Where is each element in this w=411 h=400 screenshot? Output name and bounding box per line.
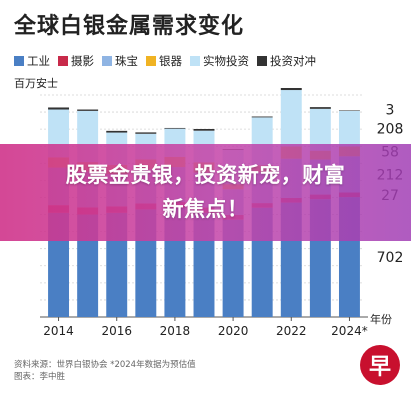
chart-title: 全球白银金属需求变化 bbox=[14, 14, 245, 39]
legend-item: 摄影 bbox=[58, 53, 94, 69]
publisher-logo[interactable]: 早 bbox=[360, 345, 400, 385]
bar-segment bbox=[280, 90, 302, 147]
source-line-2: 图表：李中胜 bbox=[14, 372, 66, 382]
bar-segment bbox=[251, 116, 273, 118]
data-label: 208 bbox=[377, 122, 404, 138]
legend-item: 工业 bbox=[14, 53, 50, 69]
legend-swatch bbox=[146, 56, 156, 66]
x-tick-label: 2020 bbox=[218, 324, 249, 338]
x-tick-label: 2014 bbox=[43, 324, 74, 338]
bar-segment bbox=[135, 132, 157, 134]
bar-segment bbox=[309, 108, 331, 151]
x-tick-label: 2024* bbox=[331, 324, 368, 338]
legend-item: 银器 bbox=[146, 53, 182, 69]
legend-swatch bbox=[58, 56, 68, 66]
source-line-1: 资料来源：世界白银协会 *2024年数据为预估值 bbox=[14, 360, 196, 370]
legend-swatch bbox=[257, 56, 267, 66]
bar-segment bbox=[77, 109, 99, 111]
legend-label: 工业 bbox=[27, 54, 50, 68]
legend-item: 投资对冲 bbox=[257, 53, 316, 69]
legend: 工业 摄影 珠宝 银器 实物投资 投资对冲 bbox=[14, 53, 407, 69]
legend-label: 实物投资 bbox=[203, 54, 249, 68]
legend-item: 实物投资 bbox=[190, 53, 249, 69]
bar-segment bbox=[222, 219, 244, 317]
legend-item: 珠宝 bbox=[102, 53, 138, 69]
x-unit-label: 年份 bbox=[370, 312, 392, 326]
x-tick-label: 2018 bbox=[160, 324, 191, 338]
bar-segment bbox=[280, 87, 302, 91]
bar-segment bbox=[164, 127, 186, 129]
x-tick-label: 2022 bbox=[276, 324, 307, 338]
headline-line-2: 新焦点！ bbox=[162, 197, 249, 221]
legend-swatch bbox=[102, 56, 112, 66]
bar-segment bbox=[309, 107, 331, 109]
bar-segment bbox=[106, 130, 128, 133]
legend-label: 珠宝 bbox=[115, 54, 138, 68]
data-label: 3 bbox=[386, 102, 395, 118]
legend-swatch bbox=[14, 56, 24, 66]
y-unit-label: 百万安士 bbox=[14, 77, 58, 90]
bar-segment bbox=[48, 107, 70, 110]
legend-swatch bbox=[190, 56, 200, 66]
bar-segment bbox=[193, 128, 215, 131]
legend-label: 投资对冲 bbox=[270, 54, 316, 68]
legend-label: 银器 bbox=[159, 54, 182, 68]
x-tick-label: 2016 bbox=[101, 324, 132, 338]
headline-banner bbox=[0, 144, 411, 241]
headline-line-1: 股票金贵银，投资新宠，财富 bbox=[65, 163, 346, 187]
source-note: 资料来源：世界白银协会 *2024年数据为预估值 图表：李中胜 bbox=[14, 359, 196, 383]
bar-segment bbox=[338, 110, 360, 147]
data-label: 702 bbox=[377, 250, 404, 266]
headline-text: 股票金贵银，投资新宠，财富 新焦点！ bbox=[0, 158, 411, 226]
legend-label: 摄影 bbox=[71, 54, 94, 68]
bar-segment bbox=[338, 110, 360, 111]
